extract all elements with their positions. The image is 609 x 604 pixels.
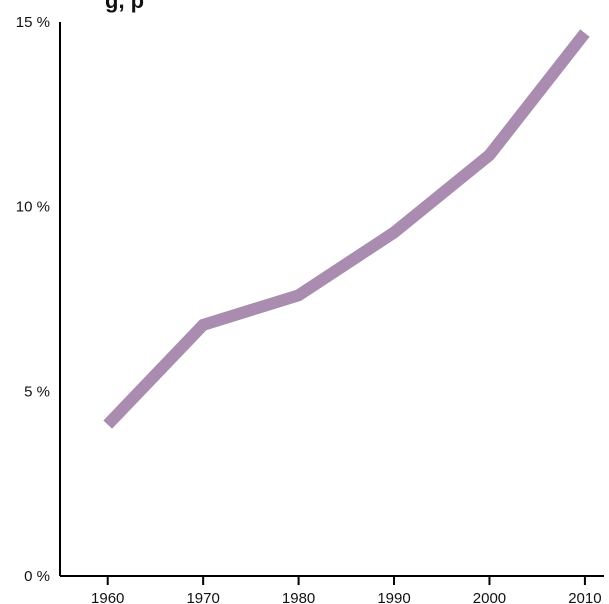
x-axis-tick-labels: 1960 1970 1980 1990 2000 2010	[91, 590, 602, 604]
x-tick-label: 2010	[568, 590, 601, 604]
x-tick-label: 1970	[186, 590, 219, 604]
y-tick-label: 0 %	[24, 568, 50, 585]
chart-title-fragment: g, p	[105, 0, 144, 13]
y-axis-tick-labels: 0 % 5 % 10 % 15 %	[16, 14, 50, 585]
x-tick-label: 1960	[91, 590, 124, 604]
y-tick-label: 5 %	[24, 383, 50, 400]
series-line	[103, 29, 590, 429]
series-layer	[103, 29, 590, 429]
x-axis-tick-marks	[106, 576, 586, 585]
x-tick-label: 2000	[473, 590, 506, 604]
y-tick-label: 15 %	[16, 14, 50, 31]
x-tick-label: 1990	[377, 590, 410, 604]
y-tick-label: 10 %	[16, 199, 50, 216]
x-tick-label: 1980	[282, 590, 315, 604]
